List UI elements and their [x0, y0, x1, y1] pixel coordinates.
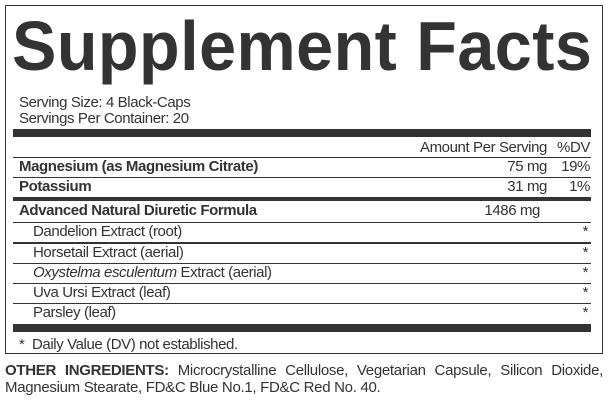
nutrient-name: Magnesium (as Magnesium Citrate): [19, 158, 258, 175]
nutrient-name: Potassium: [19, 178, 92, 195]
blend-item-latin-name: Oxystelma esculentum: [33, 264, 177, 281]
thick-divider: [13, 129, 591, 137]
divider: [13, 157, 591, 158]
panel-title: Supplement Facts: [12, 7, 593, 85]
blend-item-dv: *: [582, 223, 589, 240]
footnote: * Daily Value (DV) not established.: [19, 336, 238, 353]
thick-divider: [13, 324, 591, 332]
servings-per-container: Servings Per Container: 20: [19, 110, 189, 127]
blend-item-dv: *: [582, 244, 589, 261]
divider: [13, 242, 591, 244]
other-ingredients-text: Microcrystalline Cellulose, Vegetarian C…: [5, 362, 604, 396]
blend-item-dv: *: [582, 284, 589, 301]
blend-item-label: Extract (aerial): [180, 264, 273, 281]
nutrient-dv: 1%: [569, 178, 590, 195]
blend-name: Advanced Natural Diuretic Formula: [19, 202, 257, 219]
blend-item: Oxystelma esculentum Extract (aerial): [33, 264, 272, 282]
blend-item: Dandelion Extract (root): [33, 223, 182, 240]
nutrient-amount: 31 mg: [507, 178, 547, 195]
other-ingredients-label: OTHER INGREDIENTS:: [5, 362, 169, 379]
other-ingredients: OTHER INGREDIENTS: Microcrystalline Cell…: [5, 362, 603, 396]
divider: [13, 263, 591, 264]
divider: [13, 177, 591, 178]
blend-item: Horsetail Extract (aerial): [33, 244, 184, 261]
blend-item: Parsley (leaf): [33, 304, 116, 321]
blend-item-dv: *: [582, 264, 589, 281]
amount-header: Amount Per Serving: [419, 139, 547, 156]
divider: [13, 303, 591, 304]
blend-item-dv: *: [582, 304, 589, 321]
blend-item: Uva Ursi Extract (leaf): [33, 284, 171, 301]
serving-size: Serving Size: 4 Black-Caps: [19, 94, 191, 111]
divider: [13, 283, 591, 284]
nutrient-amount: 75 mg: [507, 158, 547, 175]
nutrient-dv: 19%: [561, 158, 590, 175]
supplement-facts-panel: [5, 5, 603, 354]
thick-divider: [13, 197, 591, 201]
divider: [13, 222, 591, 223]
dv-header: %DV: [557, 139, 590, 156]
blend-amount: 1486 mg: [484, 202, 540, 219]
